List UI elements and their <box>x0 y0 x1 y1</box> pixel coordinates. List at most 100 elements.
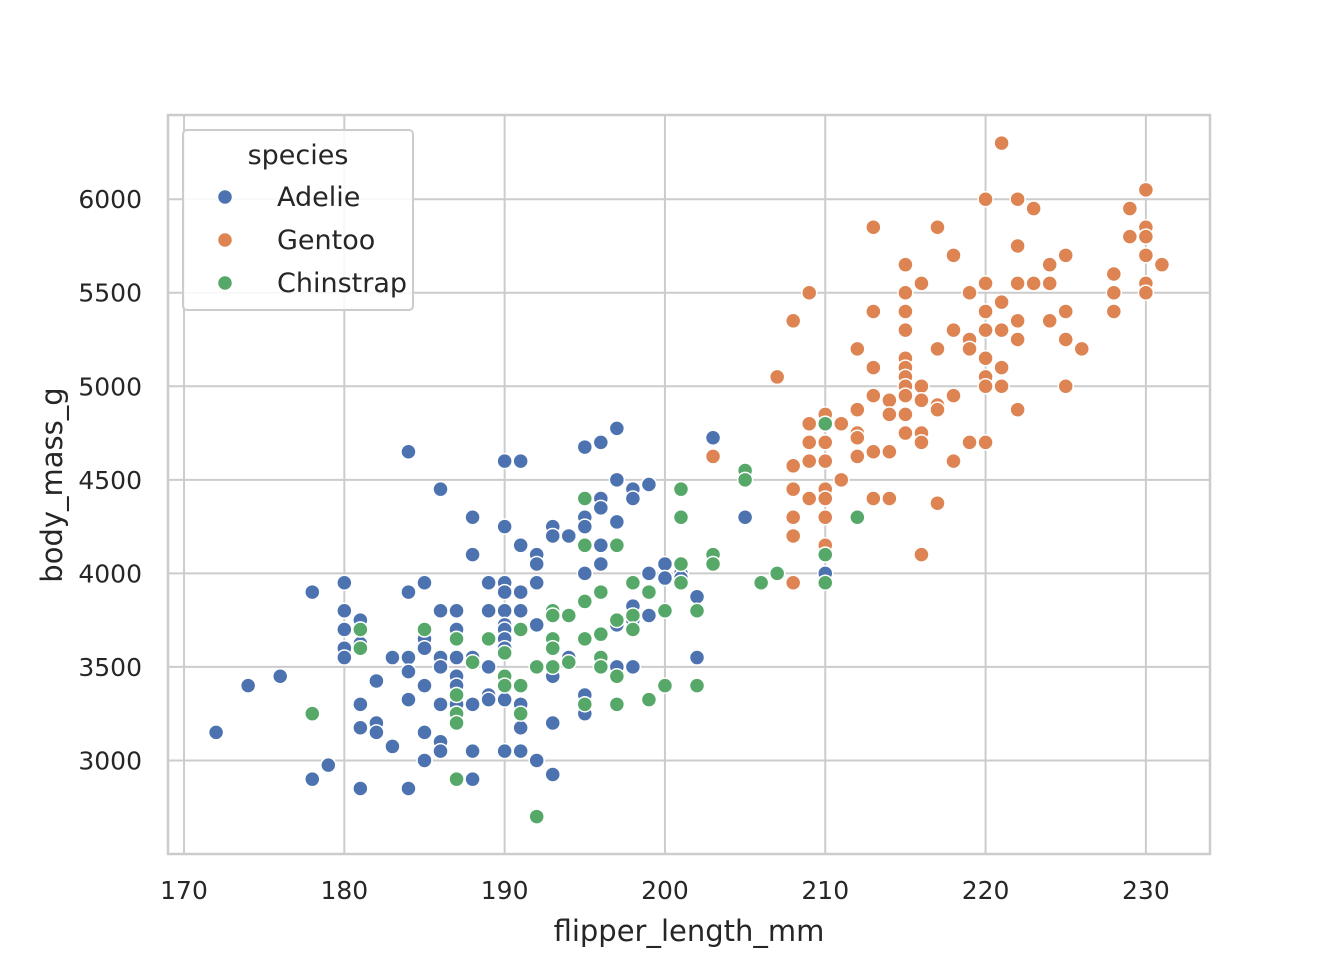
point-gentoo <box>945 452 962 470</box>
point-gentoo <box>1137 181 1155 199</box>
point-gentoo <box>1057 378 1074 395</box>
point-gentoo <box>993 359 1010 376</box>
point-gentoo <box>800 284 818 301</box>
point-gentoo <box>833 471 850 489</box>
point-adelie <box>592 555 610 573</box>
point-chinstrap <box>544 658 561 676</box>
point-gentoo <box>945 387 962 404</box>
point-chinstrap <box>352 621 369 638</box>
point-gentoo <box>784 508 802 526</box>
point-gentoo <box>881 392 898 409</box>
point-gentoo <box>993 134 1010 152</box>
point-adelie <box>624 658 642 676</box>
point-adelie <box>432 480 449 498</box>
point-adelie <box>400 443 417 461</box>
point-gentoo <box>897 321 914 339</box>
legend: species Adelie Gentoo Chinstrap <box>182 129 414 311</box>
point-gentoo <box>897 284 914 301</box>
point-adelie <box>271 668 289 685</box>
point-gentoo <box>1057 303 1074 320</box>
point-adelie <box>528 574 545 591</box>
point-chinstrap <box>448 714 465 732</box>
legend-marker-gentoo <box>216 231 234 249</box>
point-adelie <box>512 742 529 760</box>
point-gentoo <box>1009 190 1026 208</box>
point-gentoo <box>865 443 882 461</box>
x-tick-label: 180 <box>320 876 368 905</box>
point-gentoo <box>1009 237 1026 255</box>
point-gentoo <box>945 247 962 264</box>
point-adelie <box>416 752 433 769</box>
point-adelie <box>624 490 642 507</box>
point-adelie <box>592 537 610 554</box>
point-chinstrap <box>560 653 578 671</box>
point-chinstrap <box>640 691 658 708</box>
point-chinstrap <box>640 583 658 601</box>
point-adelie <box>512 602 529 620</box>
point-gentoo <box>977 349 994 367</box>
tick-labels: 170 180 190 200 210 220 230 3000 3500 4000 4500 500… <box>78 185 1169 905</box>
point-adelie <box>432 696 449 713</box>
point-adelie <box>464 696 481 713</box>
point-adelie <box>576 565 594 582</box>
point-adelie <box>496 742 513 760</box>
point-gentoo <box>961 434 978 451</box>
point-gentoo <box>1041 312 1058 330</box>
point-gentoo <box>945 321 962 339</box>
point-adelie <box>496 518 513 535</box>
x-tick-label: 190 <box>481 876 529 905</box>
point-gentoo <box>800 452 818 470</box>
point-adelie <box>704 429 722 446</box>
point-gentoo <box>817 452 834 470</box>
point-gentoo <box>929 401 946 418</box>
point-chinstrap <box>817 574 834 591</box>
point-adelie <box>432 742 449 760</box>
point-adelie <box>544 766 561 783</box>
point-adelie <box>480 658 497 676</box>
point-gentoo <box>881 443 898 461</box>
point-gentoo <box>1073 340 1091 358</box>
point-gentoo <box>1057 331 1074 348</box>
point-gentoo <box>913 546 930 563</box>
y-tick-label: 5500 <box>78 279 142 308</box>
point-gentoo <box>881 490 898 507</box>
point-gentoo <box>1025 275 1042 292</box>
point-adelie <box>400 649 417 666</box>
point-chinstrap <box>817 415 834 432</box>
point-adelie <box>640 607 658 624</box>
point-gentoo <box>897 387 914 404</box>
point-adelie <box>496 602 513 620</box>
point-adelie <box>480 691 497 708</box>
point-gentoo <box>1137 228 1155 245</box>
point-adelie <box>464 546 481 563</box>
plot-frame <box>166 113 1212 856</box>
point-gentoo <box>897 424 914 442</box>
legend-box <box>182 129 414 311</box>
point-chinstrap <box>576 630 594 648</box>
point-adelie <box>480 602 497 620</box>
point-chinstrap <box>688 602 706 620</box>
point-gentoo <box>1009 312 1026 330</box>
point-adelie <box>560 527 578 545</box>
point-adelie <box>352 780 369 797</box>
point-chinstrap <box>608 611 626 629</box>
point-adelie <box>512 719 529 736</box>
y-tick-label: 4500 <box>78 466 142 495</box>
point-adelie <box>352 719 369 736</box>
legend-label-adelie: Adelie <box>277 182 360 213</box>
y-axis-label: body_mass_g <box>35 387 69 582</box>
point-adelie <box>576 438 594 456</box>
point-gentoo <box>833 415 850 432</box>
point-chinstrap <box>608 696 626 713</box>
point-adelie <box>544 527 561 545</box>
x-tick-label: 170 <box>160 876 208 905</box>
point-chinstrap <box>448 686 465 704</box>
point-chinstrap <box>448 630 465 648</box>
legend-label-chinstrap: Chinstrap <box>277 268 407 299</box>
point-gentoo <box>977 434 994 451</box>
point-adelie <box>464 508 481 526</box>
point-adelie <box>416 677 433 694</box>
point-adelie <box>207 724 225 741</box>
point-gentoo <box>865 387 882 404</box>
point-adelie <box>528 752 545 769</box>
